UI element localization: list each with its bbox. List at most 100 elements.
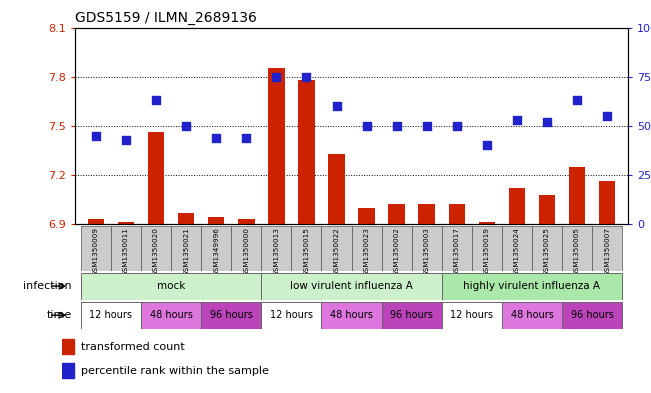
Bar [569,167,585,224]
Text: GSM1350024: GSM1350024 [514,227,520,276]
Text: GSM1350019: GSM1350019 [484,227,490,276]
Bar [201,226,231,271]
Point [452,123,462,129]
Bar [599,182,615,224]
Bar [442,272,622,300]
Point [572,97,582,103]
Text: GDS5159 / ILMN_2689136: GDS5159 / ILMN_2689136 [75,11,256,25]
Bar [472,226,502,271]
Text: GSM1350000: GSM1350000 [243,227,249,276]
Point [331,103,342,109]
Point [482,142,492,149]
Point [121,136,132,143]
Text: infection: infection [23,281,72,291]
Text: 96 hours: 96 hours [210,310,253,320]
Bar [118,222,134,224]
Text: GSM1350021: GSM1350021 [183,227,189,276]
Bar [148,132,164,224]
Text: GSM1350013: GSM1350013 [273,227,279,276]
Bar [81,301,141,329]
Bar [411,226,442,271]
Text: GSM1350023: GSM1350023 [363,227,370,276]
Text: 12 hours: 12 hours [450,310,493,320]
Bar [478,222,495,224]
Point [602,113,613,119]
Bar [328,154,345,224]
Text: time: time [46,310,72,320]
Bar [62,363,74,378]
Bar [231,226,261,271]
Bar [171,226,201,271]
Bar [502,226,532,271]
Point [241,134,251,141]
Text: 12 hours: 12 hours [89,310,132,320]
Bar [298,80,314,224]
Text: low virulent influenza A: low virulent influenza A [290,281,413,291]
Bar [81,226,111,271]
Point [391,123,402,129]
Bar [261,301,322,329]
Bar [268,68,284,224]
Text: GSM1350025: GSM1350025 [544,227,550,276]
Point [211,134,221,141]
Bar [322,301,381,329]
Bar [88,219,104,224]
Point [271,73,282,80]
Bar [292,226,322,271]
Bar [592,226,622,271]
Point [151,97,161,103]
Point [512,117,522,123]
Text: GSM1350020: GSM1350020 [153,227,159,276]
Point [542,119,552,125]
Text: mock: mock [157,281,186,291]
Text: 48 hours: 48 hours [510,310,553,320]
Bar [62,340,74,354]
Bar [539,195,555,224]
Bar [208,217,225,224]
Bar [261,226,292,271]
Text: 96 hours: 96 hours [571,310,613,320]
Bar [562,226,592,271]
Bar [562,301,622,329]
Bar [502,301,562,329]
Point [181,123,191,129]
Bar [442,226,472,271]
Bar [508,188,525,224]
Text: 48 hours: 48 hours [330,310,373,320]
Bar [358,208,375,224]
Bar [381,301,442,329]
Text: highly virulent influenza A: highly virulent influenza A [464,281,600,291]
Bar [352,226,381,271]
Text: GSM1350007: GSM1350007 [604,227,610,276]
Text: GSM1349996: GSM1349996 [214,227,219,276]
Bar [81,272,261,300]
Bar [141,226,171,271]
Bar [449,204,465,224]
Bar [322,226,352,271]
Point [301,73,312,80]
Text: 12 hours: 12 hours [270,310,313,320]
Text: GSM1350009: GSM1350009 [93,227,99,276]
Bar [532,226,562,271]
Text: 48 hours: 48 hours [150,310,193,320]
Bar [389,204,405,224]
Bar [419,204,435,224]
Bar [141,301,201,329]
Bar [178,213,195,224]
Bar [261,272,442,300]
Bar [238,219,255,224]
Point [361,123,372,129]
Bar [111,226,141,271]
Bar [381,226,411,271]
Text: GSM1350011: GSM1350011 [123,227,129,276]
Point [90,132,101,139]
Text: GSM1350005: GSM1350005 [574,227,580,276]
Text: 96 hours: 96 hours [390,310,433,320]
Point [421,123,432,129]
Text: GSM1350002: GSM1350002 [394,227,400,276]
Bar [201,301,261,329]
Text: transformed count: transformed count [81,342,185,352]
Text: percentile rank within the sample: percentile rank within the sample [81,366,270,376]
Text: GSM1350017: GSM1350017 [454,227,460,276]
Text: GSM1350003: GSM1350003 [424,227,430,276]
